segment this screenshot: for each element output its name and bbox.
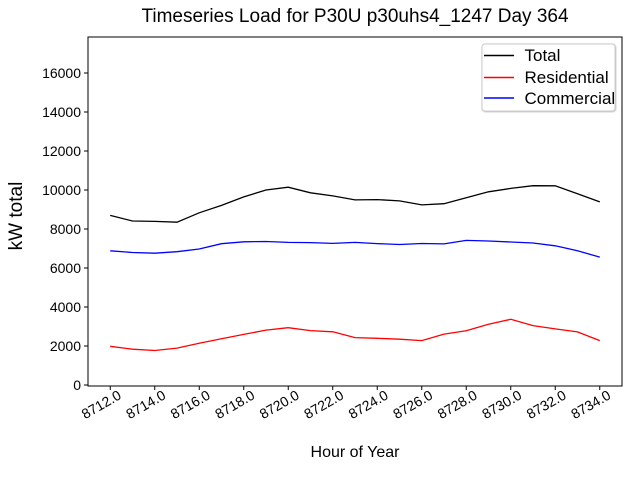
svg-text:8726.0: 8726.0	[390, 387, 435, 422]
svg-text:8724.0: 8724.0	[346, 387, 391, 422]
svg-text:Hour of Year: Hour of Year	[311, 444, 401, 461]
svg-text:Commercial: Commercial	[525, 89, 616, 108]
svg-text:10000: 10000	[42, 182, 81, 198]
svg-text:2000: 2000	[50, 338, 81, 354]
svg-text:Total: Total	[525, 46, 561, 65]
svg-text:8728.0: 8728.0	[435, 387, 480, 422]
svg-text:8732.0: 8732.0	[524, 387, 569, 422]
svg-text:16000: 16000	[42, 65, 81, 81]
svg-text:6000: 6000	[50, 260, 81, 276]
svg-text:8720.0: 8720.0	[257, 387, 302, 422]
svg-text:14000: 14000	[42, 104, 81, 120]
svg-text:4000: 4000	[50, 299, 81, 315]
svg-text:Residential: Residential	[525, 68, 609, 87]
svg-text:8734.0: 8734.0	[568, 387, 613, 422]
svg-text:8730.0: 8730.0	[479, 387, 524, 422]
svg-text:12000: 12000	[42, 143, 81, 159]
svg-text:8714.0: 8714.0	[123, 387, 168, 422]
svg-text:8712.0: 8712.0	[79, 387, 124, 422]
svg-text:kW total: kW total	[6, 182, 27, 251]
svg-text:8718.0: 8718.0	[212, 387, 257, 422]
svg-text:8716.0: 8716.0	[168, 387, 213, 422]
svg-text:0: 0	[73, 377, 81, 393]
svg-text:8000: 8000	[50, 221, 81, 237]
svg-text:8722.0: 8722.0	[301, 387, 346, 422]
svg-text:Timeseries Load for P30U p30uh: Timeseries Load for P30U p30uhs4_1247 Da…	[141, 6, 568, 27]
